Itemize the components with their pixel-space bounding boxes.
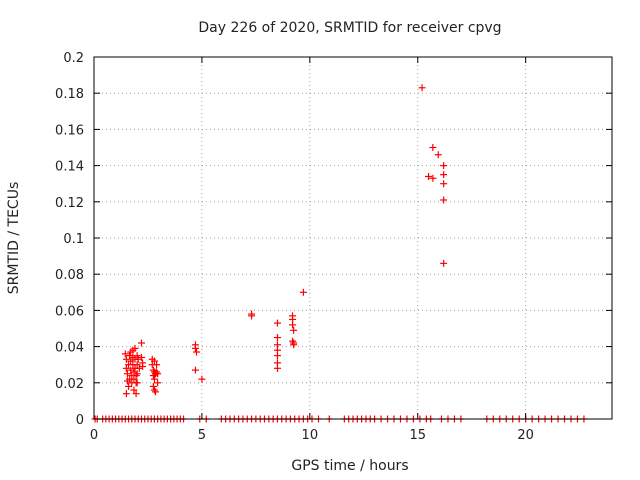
data-point [134, 355, 142, 363]
chart-title: Day 226 of 2020, SRMTID for receiver cpv… [198, 20, 501, 36]
y-tick-label: 0.14 [55, 160, 84, 175]
data-point [198, 375, 206, 383]
data-point [440, 259, 448, 267]
data-point [273, 352, 281, 360]
data-point [127, 357, 135, 365]
y-tick-label: 0.04 [55, 341, 84, 356]
data-point [126, 352, 134, 360]
x-tick-label: 15 [409, 428, 426, 443]
y-tick-label: 0.16 [55, 123, 84, 138]
data-point [152, 388, 160, 396]
x-axis-label: GPS time / hours [291, 458, 408, 474]
data-point [123, 370, 131, 378]
x-tick-label: 0 [90, 428, 98, 443]
data-point [440, 196, 448, 204]
data-point [193, 348, 201, 356]
data-point [290, 326, 298, 334]
data-point [150, 386, 158, 394]
data-point [440, 180, 448, 188]
data-point [133, 361, 141, 369]
data-point [150, 357, 158, 365]
data-point [125, 382, 133, 390]
data-point [122, 364, 130, 372]
data-point [122, 355, 130, 363]
data-points [91, 84, 588, 423]
data-point [191, 366, 199, 374]
grid-lines [94, 57, 612, 419]
data-point [273, 364, 281, 372]
x-tick-label: 10 [302, 428, 319, 443]
data-point [289, 337, 297, 345]
data-point [137, 339, 145, 347]
x-tick-label: 20 [517, 428, 534, 443]
y-tick-label: 0 [76, 413, 84, 428]
data-point [130, 386, 138, 394]
data-point [273, 319, 281, 327]
data-point [248, 312, 256, 320]
data-point [133, 379, 141, 387]
data-point [440, 162, 448, 170]
data-point [153, 361, 161, 369]
data-point [290, 341, 298, 349]
data-point [289, 321, 297, 329]
data-point [121, 350, 129, 358]
data-point [139, 363, 147, 371]
data-point [133, 352, 141, 360]
data-point [425, 172, 433, 180]
data-point [150, 375, 158, 383]
x-tick-labels: 0 5 10 15 20 [90, 428, 534, 443]
data-point [130, 375, 138, 383]
data-point [440, 171, 448, 179]
y-tick-label: 0.18 [55, 87, 84, 102]
data-point [273, 334, 281, 342]
data-point [299, 288, 307, 296]
y-tick-label: 0.08 [55, 268, 84, 283]
data-point [149, 382, 157, 390]
data-point [132, 390, 140, 398]
data-point [131, 344, 139, 352]
y-tick-label: 0.1 [63, 232, 84, 247]
x-tick-label: 5 [198, 428, 206, 443]
data-point [137, 353, 145, 361]
data-point [122, 390, 130, 398]
data-point [434, 151, 442, 159]
data-point [429, 144, 437, 151]
data-point [191, 344, 199, 352]
y-tick-label: 0.06 [55, 304, 84, 319]
y-tick-label: 0.2 [63, 51, 84, 66]
y-tick-label: 0.12 [55, 196, 84, 211]
axis-ticks [93, 56, 612, 420]
y-tick-labels: 0 0.02 0.04 0.06 0.08 0.1 0.12 0.14 0.16 0.18 0.2 [55, 51, 84, 428]
y-axis-label: SRMTID / TECUs [6, 182, 22, 295]
data-point [133, 370, 141, 378]
data-point [429, 174, 437, 182]
data-point [418, 84, 426, 92]
data-point [154, 379, 162, 387]
y-tick-label: 0.02 [55, 377, 84, 392]
data-point [154, 370, 162, 378]
